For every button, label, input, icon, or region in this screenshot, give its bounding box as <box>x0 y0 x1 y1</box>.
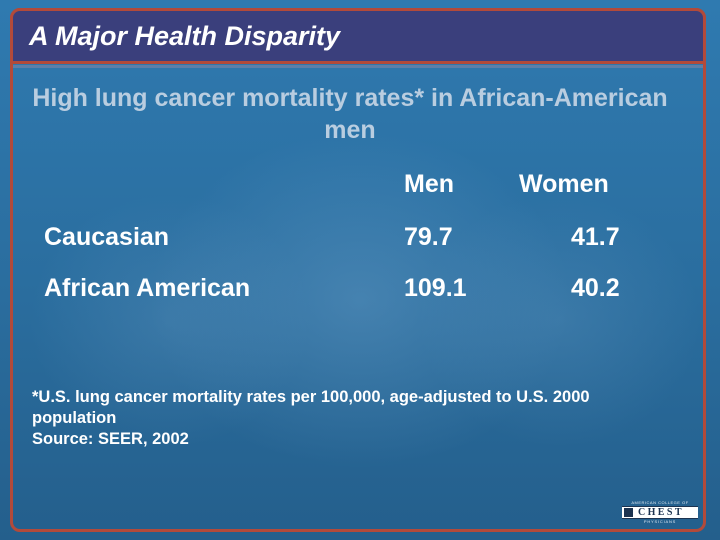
footnote-line-1: *U.S. lung cancer mortality rates per 10… <box>32 388 590 406</box>
row-label-caucasian: Caucasian <box>44 223 170 251</box>
logo-mark: CHEST <box>622 506 698 519</box>
slide-title: A Major Health Disparity <box>29 21 341 51</box>
chest-logo: AMERICAN COLLEGE OF CHEST PHYSICIANS <box>620 500 700 524</box>
column-header-men: Men <box>404 170 454 198</box>
cell-african-american-men: 109.1 <box>404 274 467 302</box>
slide-subtitle: High lung cancer mortality rates* in Afr… <box>32 84 668 144</box>
footnote-source: Source: SEER, 2002 <box>32 430 189 448</box>
column-header-women: Women <box>519 170 609 198</box>
row-label-african-american: African American <box>44 274 251 302</box>
cell-caucasian-men: 79.7 <box>404 223 453 251</box>
footnote: *U.S. lung cancer mortality rates per 10… <box>32 387 672 450</box>
cell-caucasian-women: 41.7 <box>571 223 620 251</box>
logo-square-icon <box>624 508 633 517</box>
logo-bottom-text: PHYSICIANS <box>643 519 677 524</box>
logo-top-text: AMERICAN COLLEGE OF <box>631 500 689 505</box>
cell-african-american-women: 40.2 <box>571 274 620 302</box>
title-bar: A Major Health Disparity <box>10 8 706 68</box>
logo-word: CHEST <box>638 507 684 518</box>
footnote-line-2: population <box>32 409 117 427</box>
